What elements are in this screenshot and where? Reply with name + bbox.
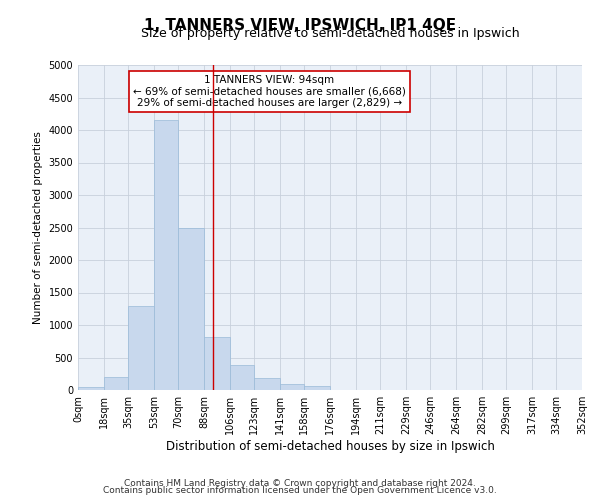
- Text: 1 TANNERS VIEW: 94sqm
← 69% of semi-detached houses are smaller (6,668)
29% of s: 1 TANNERS VIEW: 94sqm ← 69% of semi-deta…: [133, 74, 406, 108]
- Y-axis label: Number of semi-detached properties: Number of semi-detached properties: [33, 131, 43, 324]
- Bar: [128, 306, 154, 390]
- Text: Contains HM Land Registry data © Crown copyright and database right 2024.: Contains HM Land Registry data © Crown c…: [124, 478, 476, 488]
- Bar: [104, 377, 128, 390]
- Title: Size of property relative to semi-detached houses in Ipswich: Size of property relative to semi-detach…: [140, 27, 520, 40]
- Text: 1, TANNERS VIEW, IPSWICH, IP1 4QE: 1, TANNERS VIEW, IPSWICH, IP1 4QE: [144, 18, 456, 32]
- Bar: [280, 384, 304, 390]
- X-axis label: Distribution of semi-detached houses by size in Ipswich: Distribution of semi-detached houses by …: [166, 440, 494, 453]
- Bar: [204, 336, 230, 390]
- Text: Contains public sector information licensed under the Open Government Licence v3: Contains public sector information licen…: [103, 486, 497, 495]
- Bar: [230, 366, 254, 390]
- Bar: [78, 387, 104, 390]
- Bar: [154, 120, 178, 390]
- Bar: [254, 378, 280, 390]
- Bar: [178, 228, 204, 390]
- Bar: [304, 386, 330, 390]
